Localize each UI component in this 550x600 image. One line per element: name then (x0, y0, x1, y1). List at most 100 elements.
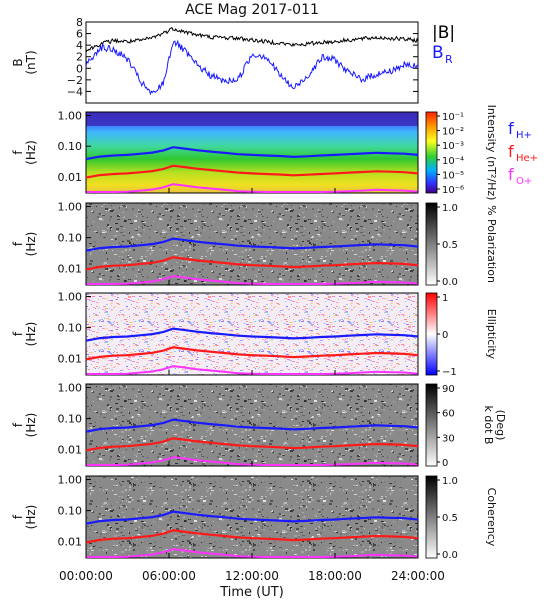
colorbar-tick-label: −1 (442, 367, 457, 378)
x-tick-label: 18:00:00 (308, 569, 362, 583)
y-tick-label: 0.01 (58, 536, 83, 549)
colorbar-tick-label: 0.5 (442, 513, 458, 524)
colorbar-tick-label: 30 (442, 433, 455, 444)
colorbar (425, 202, 438, 286)
y-tick-label: 0.10 (58, 232, 83, 245)
figure-title: ACE Mag 2017-011 (185, 2, 319, 18)
fH-plus-line (85, 327, 419, 342)
legend-br-subscript: R (445, 53, 453, 66)
fHe-plus-line (85, 437, 419, 452)
y-axis-unit-0: (nT) (24, 50, 38, 74)
x-tick-label: 24:00:00 (391, 569, 445, 583)
colorbar-tick-label: 10⁻⁶ (442, 185, 464, 196)
colorbar-label-group: Intensity (nT²/Hz) (485, 105, 498, 201)
colorbar-tick-label: 0 (442, 458, 448, 469)
legend-magnetic-field: |B|B R (432, 23, 455, 66)
y-axis-title-4: f (Hz) (11, 413, 38, 438)
colorbar-label-group: k dot B (Deg) (482, 406, 507, 445)
y-tick-label: 0.10 (58, 140, 83, 153)
y-tick-label: 0.01 (58, 263, 83, 276)
legend-gyro-subscript: H+ (516, 130, 532, 141)
series-btotal-line (85, 26, 419, 53)
y-tick-label: 6 (76, 28, 83, 41)
legend-gyro-symbol: f (508, 142, 514, 161)
fHe-plus-line (85, 164, 419, 179)
y-axis-symbol-0: B (11, 58, 25, 66)
y-tick-label: 8 (76, 16, 83, 29)
legend-gyro-symbol: f (508, 119, 514, 138)
y-axis-title-5: f (Hz) (11, 505, 38, 530)
fO-plus-line (86, 548, 419, 558)
y-axis-unit-1: (Hz) (24, 140, 38, 165)
colorbar (425, 475, 438, 559)
colorbar-tick-label: 0.0 (442, 550, 458, 561)
y-axis-unit-4: (Hz) (24, 413, 38, 438)
time-axis: 00:00:00 06:00:00 12:00:00 18:00:00 24:00:00 (59, 569, 445, 583)
fHe-plus-line (85, 256, 419, 271)
y-axis-symbol-2: f (11, 241, 25, 246)
colorbar (425, 292, 438, 376)
fO-plus-line (86, 456, 419, 466)
colorbar-label-group: Ellipticity (485, 309, 498, 360)
y-tick-label: 0.01 (58, 171, 83, 184)
colorbar-label: Intensity (nT²/Hz) (485, 105, 498, 201)
y-axis-unit-5: (Hz) (24, 505, 38, 530)
y-tick-label: 0.10 (58, 505, 83, 518)
colorbar-tick-label: 10⁻¹ (442, 112, 464, 123)
colorbar-tick-label: 1.0 (442, 476, 458, 487)
colorbar-unit: (Deg) (494, 410, 507, 441)
y-axis-symbol-1: f (11, 150, 25, 155)
y-tick-label: −2 (67, 74, 83, 87)
y-tick-label: 2 (76, 51, 83, 64)
fH-plus-line (85, 510, 419, 525)
fO-plus-line (86, 183, 419, 193)
series-br-line (85, 39, 419, 96)
y-tick-label: 1.00 (58, 382, 83, 395)
legend-gyro-subscript: O+ (516, 176, 532, 187)
y-tick-label: −4 (67, 85, 83, 98)
y-axis-title-3: f (Hz) (11, 322, 38, 347)
legend-br: B (432, 43, 444, 63)
colorbar-tick-label: 0.0 (442, 277, 458, 288)
y-tick-label: 0.10 (58, 322, 83, 335)
colorbar-tick-label: 1.0 (442, 203, 458, 214)
fH-plus-line (85, 418, 419, 433)
colorbar-tick-label: 1 (442, 293, 448, 304)
legend-gyro-subscript: He+ (516, 153, 538, 164)
panel-frame (85, 21, 419, 104)
y-axis-symbol-5: f (11, 514, 25, 519)
y-axis-unit-2: (Hz) (24, 232, 38, 257)
y-tick-label: 1.00 (58, 110, 83, 123)
fH-plus-line (85, 146, 419, 161)
colorbar (425, 111, 438, 194)
colorbar-tick-label: 60 (442, 409, 455, 420)
y-tick-label: 1.00 (58, 201, 83, 214)
panel-coherency: 1.00 0.10 0.01 1.0 0.5 0.0 Coherency (58, 474, 499, 561)
y-axis-title-0: B (nT) (11, 50, 38, 74)
y-tick-label: 1.00 (58, 291, 83, 304)
colorbar-tick-label: 10⁻² (442, 127, 464, 138)
colorbar-label: k dot B (482, 406, 495, 445)
fHe-plus-line (85, 529, 419, 544)
legend-gyrofrequencies: f H+f He+f O+ (508, 119, 538, 187)
y-axis-title-2: f (Hz) (11, 232, 38, 257)
colorbar-label: % Polarization (485, 205, 498, 283)
colorbar-tick-label: 0 (442, 330, 448, 341)
fHe-plus-line (85, 346, 419, 361)
x-tick-label: 12:00:00 (225, 569, 279, 583)
y-axis-symbol-3: f (11, 331, 25, 336)
fO-plus-line (86, 275, 419, 285)
x-tick-label: 00:00:00 (59, 569, 113, 583)
y-tick-label: 0.01 (58, 444, 83, 457)
colorbar-label: Ellipticity (485, 309, 498, 360)
y-tick-label: 1.00 (58, 474, 83, 487)
y-tick-label: 0 (76, 62, 83, 75)
colorbar-tick-label: 10⁻³ (442, 141, 464, 152)
panel-wave-normal-angle: 1.00 0.10 0.01 90 60 30 0 k dot B (Deg) (58, 382, 508, 469)
y-axis-unit-3: (Hz) (24, 322, 38, 347)
y-tick-label: 0.10 (58, 413, 83, 426)
spectrogram-high-band (86, 112, 418, 126)
y-axis-title-1: f (Hz) (11, 140, 38, 165)
